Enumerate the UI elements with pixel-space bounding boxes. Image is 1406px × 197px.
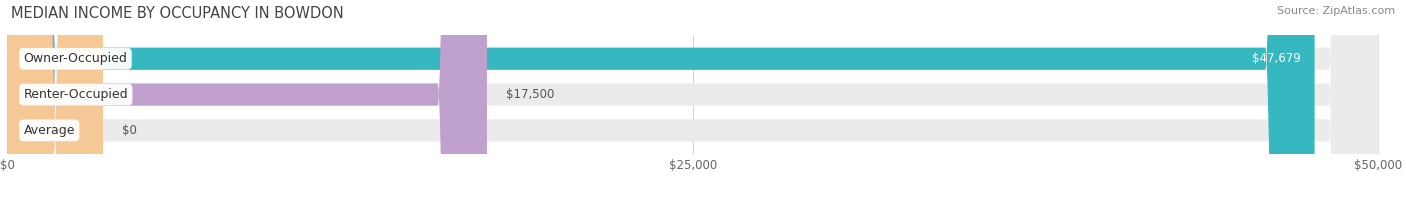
Text: Average: Average	[24, 124, 75, 137]
FancyBboxPatch shape	[7, 0, 1378, 197]
Text: $47,679: $47,679	[1253, 52, 1301, 65]
FancyBboxPatch shape	[7, 0, 103, 197]
Text: $0: $0	[122, 124, 138, 137]
FancyBboxPatch shape	[7, 0, 1378, 197]
Text: Source: ZipAtlas.com: Source: ZipAtlas.com	[1277, 6, 1395, 16]
FancyBboxPatch shape	[7, 0, 486, 197]
Text: MEDIAN INCOME BY OCCUPANCY IN BOWDON: MEDIAN INCOME BY OCCUPANCY IN BOWDON	[11, 6, 344, 21]
Text: Owner-Occupied: Owner-Occupied	[24, 52, 128, 65]
FancyBboxPatch shape	[7, 0, 1378, 197]
Text: $17,500: $17,500	[506, 88, 554, 101]
FancyBboxPatch shape	[7, 0, 1315, 197]
Text: Renter-Occupied: Renter-Occupied	[24, 88, 128, 101]
